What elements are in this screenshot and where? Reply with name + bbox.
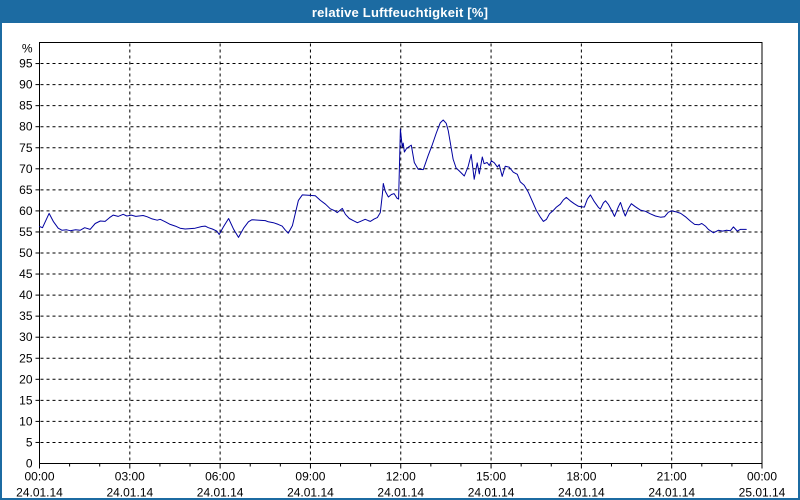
y-tick-label: 85	[19, 99, 33, 113]
x-tick-date-label: 24.01.14	[377, 486, 424, 500]
x-tick-date-label: 24.01.14	[16, 486, 63, 500]
y-tick-label: 35	[19, 309, 33, 323]
y-tick-label: 30	[19, 330, 33, 344]
y-tick-label: 40	[19, 288, 33, 302]
x-tick-time-label: 09:00	[295, 470, 325, 484]
y-tick-label: 95	[19, 57, 33, 71]
y-tick-label: 70	[19, 162, 33, 176]
x-tick-time-label: 06:00	[205, 470, 235, 484]
x-tick-date-label: 24.01.14	[648, 486, 695, 500]
x-tick-time-label: 15:00	[476, 470, 506, 484]
x-tick-time-label: 00:00	[747, 470, 777, 484]
y-tick-label: 50	[19, 246, 33, 260]
y-tick-label: 90	[19, 78, 33, 92]
y-zero-label: 0	[26, 457, 33, 471]
x-tick-date-label: 24.01.14	[197, 486, 244, 500]
y-tick-label: 60	[19, 204, 33, 218]
y-unit-label: %	[22, 42, 33, 56]
x-tick-date-label: 24.01.14	[287, 486, 334, 500]
humidity-line	[39, 119, 747, 238]
x-tick-date-label: 24.01.14	[106, 486, 153, 500]
y-tick-label: 45	[19, 267, 33, 281]
x-tick-time-label: 12:00	[386, 470, 416, 484]
x-tick-date-label: 25.01.14	[739, 486, 786, 500]
y-tick-label: 15	[19, 393, 33, 407]
x-tick-date-label: 24.01.14	[558, 486, 605, 500]
humidity-chart: 95908580757065605550454035302520151050%0…	[16, 42, 786, 500]
plot-frame	[39, 42, 763, 464]
y-tick-label: 5	[26, 435, 33, 449]
chart-title: relative Luftfeuchtigkeit [%]	[311, 5, 489, 20]
y-tick-label: 10	[19, 414, 33, 428]
y-tick-label: 20	[19, 372, 33, 386]
y-tick-label: 75	[19, 141, 33, 155]
y-tick-label: 55	[19, 225, 33, 239]
x-tick-time-label: 03:00	[115, 470, 145, 484]
title-bar: relative Luftfeuchtigkeit [%]	[2, 2, 798, 23]
y-tick-label: 25	[19, 351, 33, 365]
x-tick-date-label: 24.01.14	[468, 486, 515, 500]
x-tick-time-label: 00:00	[24, 470, 54, 484]
x-tick-time-label: 21:00	[657, 470, 687, 484]
y-tick-label: 65	[19, 183, 33, 197]
y-tick-label: 80	[19, 120, 33, 134]
x-tick-time-label: 18:00	[566, 470, 596, 484]
